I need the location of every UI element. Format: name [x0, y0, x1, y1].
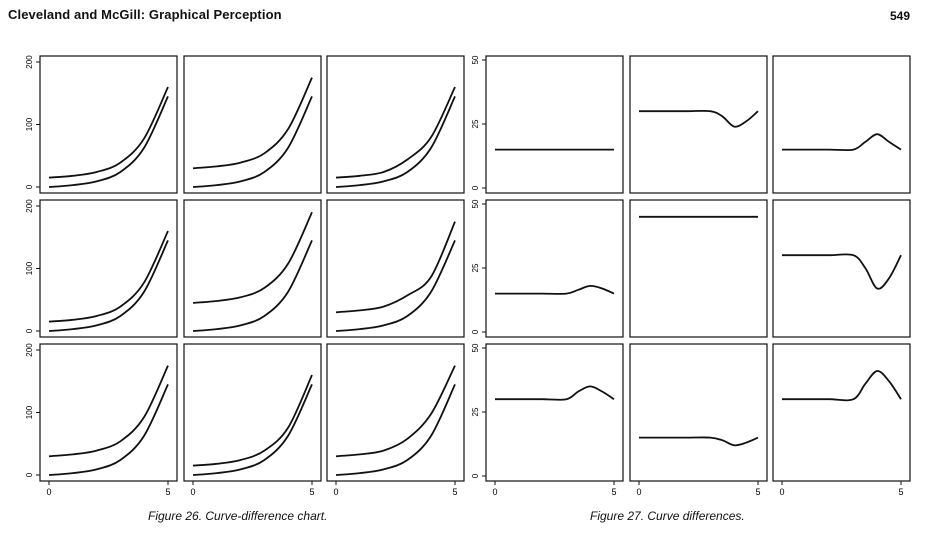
fig27-curve-r2c1-s1: [494, 284, 615, 295]
fig26-curve-r2c2-s2: [192, 211, 313, 304]
fig27-panel-frame: [772, 199, 911, 338]
fig26-curve-r2c1-s2: [48, 230, 169, 323]
fig27-y-tick-label: 0: [471, 185, 480, 190]
fig27-panel-frame: [485, 343, 624, 482]
fig26-x-tick-label: 0: [333, 487, 338, 497]
fig27-panel-frame: [772, 343, 911, 482]
fig26-x-tick-label: 5: [165, 487, 170, 497]
fig27-y-tick-label: 0: [471, 473, 480, 478]
fig26-curve-r1c3-s2: [335, 86, 456, 179]
fig26-curve-r3c3-s2: [335, 365, 456, 458]
fig27-y-tick-label: 50: [471, 199, 480, 208]
fig26-x-tick-label: 0: [46, 487, 51, 497]
fig27-panel-frame: [629, 55, 768, 194]
fig26-curve-r2c1-s1: [48, 240, 169, 332]
fig27-curve-r1c2-s1: [639, 109, 759, 128]
fig26-panel-frame: [183, 199, 322, 338]
fig27-panel-frame: [485, 55, 624, 194]
fig26-y-tick-label: 0: [25, 472, 34, 477]
fig27-curve-r1c3-s1: [782, 133, 902, 152]
fig26-y-tick-label: 200: [25, 199, 34, 213]
fig27-y-tick-label: 25: [471, 119, 480, 128]
fig27-curve-r2c3-s1: [781, 253, 902, 290]
running-head: Cleveland and McGill: Graphical Percepti…: [8, 7, 282, 22]
fig26-panel-frame: [183, 55, 322, 194]
fig27-x-tick-label: 5: [755, 487, 760, 497]
fig26-panel-frame: [326, 199, 465, 338]
fig26-curve-r3c3-s1: [335, 384, 456, 476]
fig26-curve-r3c2-s1: [192, 384, 313, 476]
fig26-curve-r2c3-s2: [335, 221, 456, 314]
fig26-curve-r1c1-s1: [48, 96, 169, 188]
fig26-y-tick-label: 0: [25, 328, 34, 333]
fig27-panel-frame: [629, 343, 768, 482]
fig27-x-tick-label: 0: [779, 487, 784, 497]
fig26-curve-r1c3-s1: [335, 96, 456, 188]
fig26-y-tick-label: 100: [25, 405, 34, 419]
page-number: 549: [889, 9, 910, 23]
fig26-y-tick-label: 200: [25, 343, 34, 357]
fig27-y-tick-label: 50: [471, 343, 480, 352]
fig26-curve-r1c2-s1: [192, 96, 313, 188]
fig27-panel-frame: [485, 199, 624, 338]
fig26-y-tick-label: 100: [25, 261, 34, 275]
fig26-panel-frame: [183, 343, 322, 482]
fig27-curve-r3c3-s1: [781, 370, 902, 402]
fig26-curve-r1c2-s2: [192, 77, 313, 170]
fig27-x-tick-label: 0: [636, 487, 641, 497]
fig27-x-tick-label: 0: [492, 487, 497, 497]
fig26-curve-r2c2-s1: [192, 240, 313, 332]
fig26-curve-r3c1-s1: [48, 384, 169, 476]
fig26-y-tick-label: 200: [25, 55, 34, 69]
fig26-curve-r3c2-s2: [192, 374, 313, 467]
figure-26-caption: Figure 26. Curve-difference chart.: [148, 509, 328, 523]
figure-27-caption: Figure 27. Curve differences.: [590, 509, 745, 523]
fig27-y-tick-label: 25: [471, 407, 480, 416]
fig26-curve-r2c3-s1: [335, 240, 456, 332]
fig27-x-tick-label: 5: [611, 487, 616, 497]
fig26-y-tick-label: 0: [25, 184, 34, 189]
fig27-curve-r3c2-s1: [639, 436, 759, 447]
fig26-x-tick-label: 5: [309, 487, 314, 497]
fig27-y-tick-label: 25: [471, 263, 480, 272]
fig27-panel-frame: [772, 55, 911, 194]
fig27-curve-r3c1-s1: [494, 385, 615, 401]
fig26-panel-frame: [326, 55, 465, 194]
fig26-panel-frame: [326, 343, 465, 482]
fig27-x-tick-label: 5: [898, 487, 903, 497]
fig27-y-tick-label: 50: [471, 55, 480, 64]
fig26-x-tick-label: 5: [452, 487, 457, 497]
fig26-x-tick-label: 0: [190, 487, 195, 497]
fig27-panel-frame: [629, 199, 768, 338]
fig26-y-tick-label: 100: [25, 117, 34, 131]
fig27-y-tick-label: 0: [471, 329, 480, 334]
fig26-curve-r3c1-s2: [48, 365, 169, 458]
fig26-curve-r1c1-s2: [48, 86, 169, 179]
